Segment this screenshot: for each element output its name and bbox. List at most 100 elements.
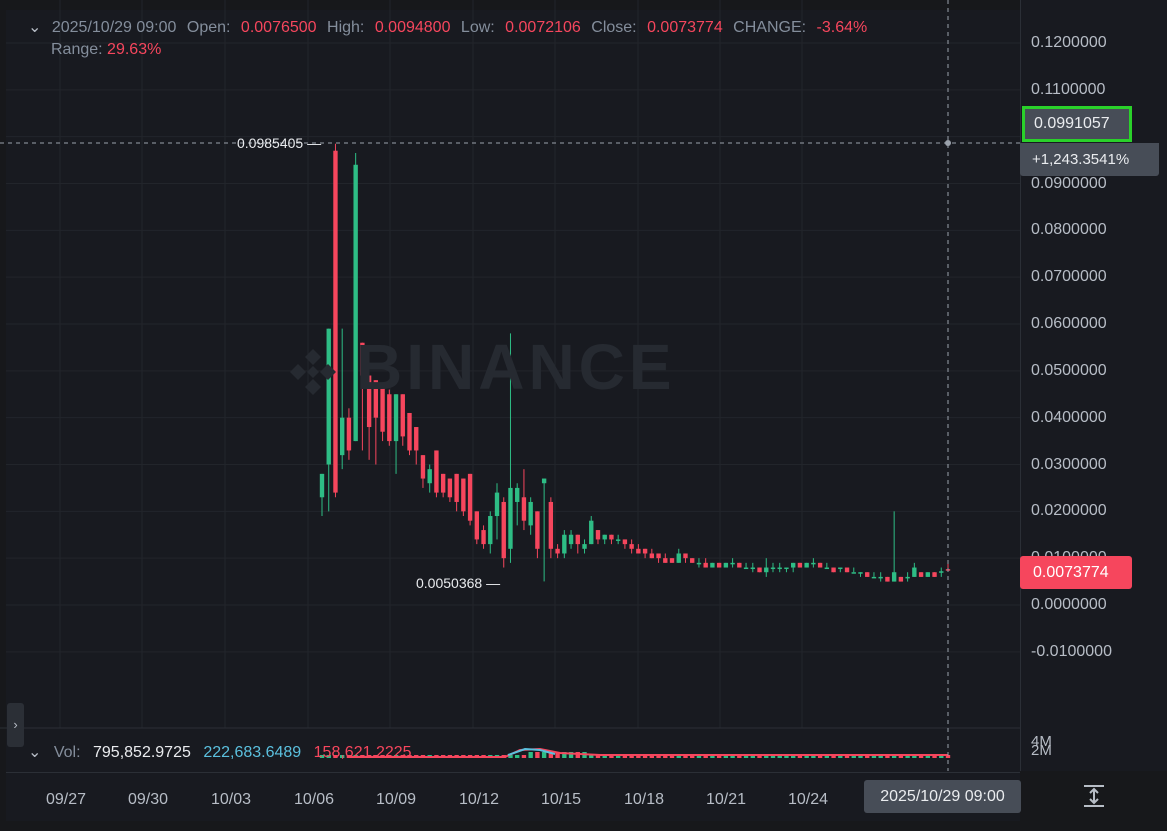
volume-bar [905, 755, 910, 758]
candle-body [918, 572, 924, 577]
candle-body [380, 384, 385, 432]
candle [528, 497, 533, 535]
candle [420, 455, 426, 488]
candle-body [326, 328, 331, 465]
candle [414, 427, 419, 465]
candle-body [663, 558, 668, 563]
candle [575, 534, 580, 554]
price-tick-label: 0.0200000 [1031, 502, 1107, 520]
volume-chevron-down-icon[interactable]: ⌄ [28, 744, 42, 761]
candle [407, 412, 412, 456]
candle [380, 384, 385, 442]
candle [716, 562, 722, 568]
candle-body [400, 394, 405, 437]
chevron-down-icon[interactable]: ⌄ [28, 19, 42, 36]
volume-bar [925, 755, 930, 758]
open-value: 0.0076500 [240, 19, 317, 36]
volume-bar [743, 755, 749, 758]
candle-body [784, 567, 789, 570]
candle-body [777, 567, 782, 570]
candle-body [838, 567, 843, 570]
chevron-right-icon[interactable]: › [7, 703, 24, 747]
volume-bar [629, 755, 634, 758]
candle-body [440, 473, 446, 493]
candle [669, 558, 675, 563]
volume-bar [508, 755, 513, 758]
candle [615, 534, 621, 545]
candle-body [710, 562, 715, 568]
price-tick-label: 0.0500000 [1031, 361, 1107, 379]
candle [690, 558, 695, 563]
volume-bar [326, 755, 331, 758]
candle-body [831, 567, 836, 573]
price-chart[interactable] [0, 0, 1020, 771]
candle [568, 530, 574, 549]
volume-bar [615, 755, 621, 758]
candle [925, 572, 930, 577]
candle [723, 562, 729, 568]
volume-bar [333, 755, 338, 758]
candle-body [683, 553, 688, 559]
candle-body [804, 562, 809, 568]
time-tick-label: 09/27 [45, 791, 87, 808]
candle-body [346, 417, 352, 451]
time-axis[interactable]: 09/27 09/30 10/03 10/06 10/09 10/12 10/15 10/18… [6, 772, 1020, 821]
candle-body [851, 572, 856, 574]
candle-body [340, 417, 345, 456]
candle-body [858, 572, 863, 574]
candle-body [414, 427, 419, 451]
change-label: CHANGE: [733, 19, 807, 36]
volume-bar [319, 755, 325, 758]
volume-bar [548, 752, 554, 758]
crosshair-dot [945, 140, 951, 146]
candle-body [865, 572, 870, 577]
watermark-text: BINANCE [356, 331, 676, 403]
volume-bar [730, 755, 735, 758]
candle [656, 553, 661, 563]
change-value: -3.64% [816, 19, 868, 36]
volume-bar [797, 755, 803, 758]
volume-bar [811, 755, 816, 758]
candle-body [669, 558, 675, 563]
volume-bar [690, 755, 695, 758]
candle [737, 562, 742, 568]
volume-bar [750, 755, 755, 758]
candle [730, 558, 735, 568]
candle-body [541, 478, 547, 484]
volume-bar [703, 755, 708, 758]
candle [622, 539, 628, 549]
candle-body [622, 539, 628, 545]
volume-sell: 158,621.2225 [313, 744, 412, 761]
price-tick-label: 0.0600000 [1031, 315, 1107, 332]
volume-bar [515, 755, 520, 758]
volume-bar [568, 752, 574, 758]
candle-body [319, 473, 325, 498]
volume-bar [575, 752, 580, 758]
volume-bar [716, 755, 722, 758]
chart-area[interactable] [6, 10, 1020, 820]
volume-buy: 222,683.6489 [203, 744, 302, 761]
volume-bar [528, 752, 533, 758]
candle-body [528, 501, 533, 526]
candle [589, 516, 594, 545]
candle [562, 530, 567, 559]
high-marker-value: 0.0985405 [237, 135, 304, 151]
volume-bar [340, 755, 345, 758]
candle [595, 530, 601, 545]
candle-body [582, 544, 587, 549]
candle [447, 478, 453, 502]
binance-logo-icon [290, 349, 336, 396]
candle-body [420, 455, 426, 479]
candle-body [871, 576, 877, 579]
candle [454, 473, 459, 512]
candle-body [609, 534, 614, 540]
candle-body [656, 553, 661, 559]
fit-vertical-icon[interactable] [1080, 782, 1108, 810]
candle-body [878, 576, 883, 579]
volume-bar [932, 755, 937, 758]
time-tick-label: 10/06 [293, 791, 335, 808]
volume-bar [737, 755, 742, 758]
candle [757, 567, 762, 573]
price-tick-label: 0.0300000 [1031, 455, 1107, 473]
volume-bar [858, 755, 863, 758]
